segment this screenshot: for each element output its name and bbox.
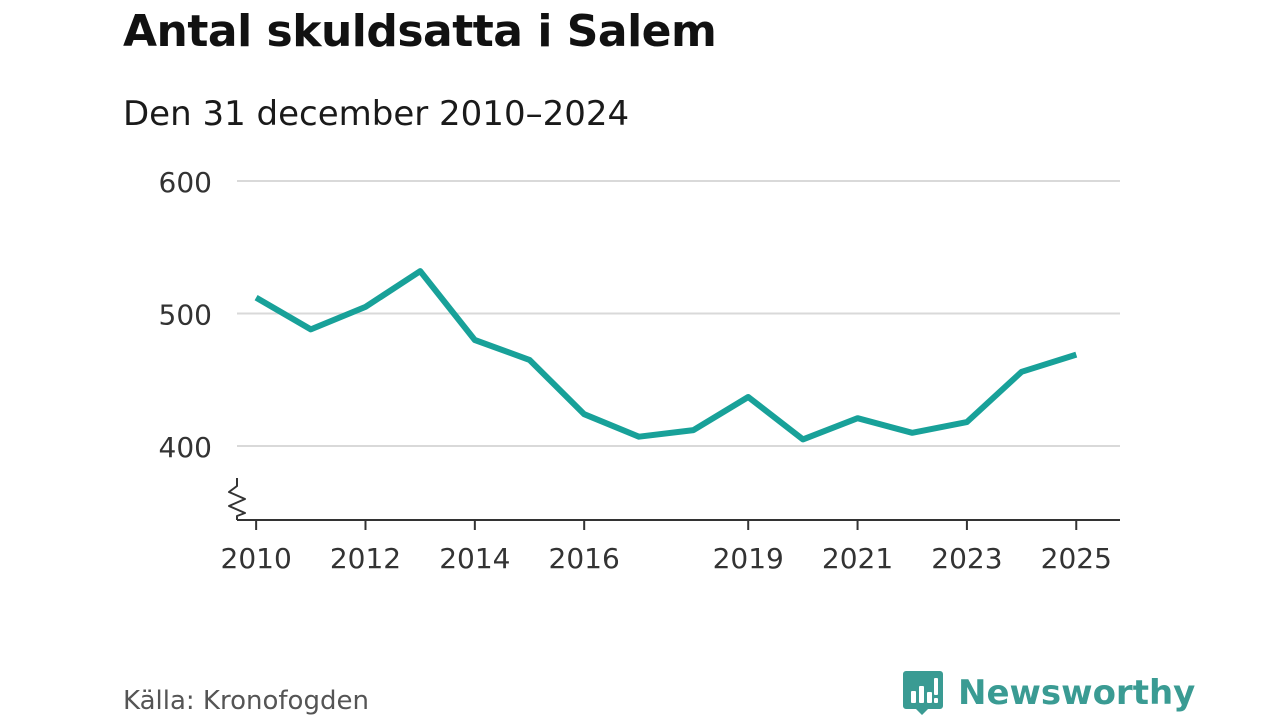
data-point-2023 [964, 419, 970, 425]
data-point-2012 [362, 304, 368, 310]
source-note: Källa: Kronofogden [123, 686, 369, 716]
x-tick-label: 2019 [713, 542, 784, 575]
y-tick-label: 400 [159, 431, 212, 464]
data-point-2015 [527, 357, 533, 363]
chart-subtitle: Den 31 december 2010–2024 [123, 94, 630, 134]
newsworthy-logo-icon [903, 671, 943, 715]
data-point-2014 [472, 337, 478, 343]
data-point-2010 [253, 295, 259, 301]
y-tick-label: 600 [159, 166, 212, 199]
data-point-2020 [800, 436, 806, 442]
chart-title: Antal skuldsatta i Salem [123, 6, 717, 57]
data-point-2019 [745, 394, 751, 400]
brand-name: Newsworthy [958, 673, 1196, 713]
x-tick-label: 2010 [221, 542, 292, 575]
x-tick-label: 2014 [439, 542, 510, 575]
axis-break-icon [228, 478, 246, 520]
x-tick-label: 2016 [549, 542, 620, 575]
y-tick-label: 500 [159, 299, 212, 332]
brand-logo: Newsworthy [902, 670, 1195, 716]
series-line [254, 268, 1078, 443]
data-point-2017 [636, 434, 642, 440]
x-tick-label: 2012 [330, 542, 401, 575]
data-point-2021 [855, 415, 861, 421]
data-point-2016 [581, 411, 587, 417]
x-tick-label: 2023 [931, 542, 1002, 575]
data-point-2013 [417, 268, 423, 274]
data-point-2024 [1019, 369, 1025, 375]
data-point-2022 [909, 430, 915, 436]
data-point-2018 [691, 427, 697, 433]
x-tick-label: 2021 [822, 542, 893, 575]
data-point-2025 [1073, 352, 1079, 358]
x-tick-label: 2025 [1041, 542, 1112, 575]
data-point-2011 [308, 326, 314, 332]
